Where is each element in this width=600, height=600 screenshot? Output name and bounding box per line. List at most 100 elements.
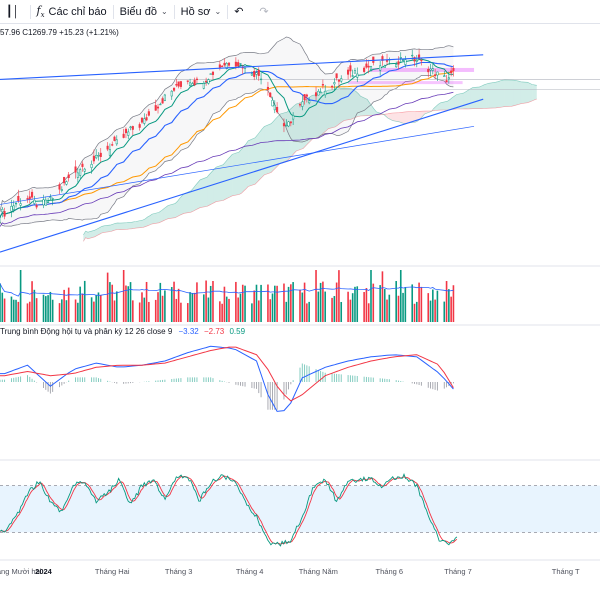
trend-line-mid [0, 125, 475, 205]
candle-body [177, 81, 180, 87]
candles-button[interactable]: ┃│ [0, 0, 30, 24]
cloud-segment [213, 167, 217, 203]
volume-bar [159, 282, 162, 322]
candle-body [402, 59, 405, 61]
profile-menu-button[interactable]: Hồ sơ ⌄ [175, 0, 228, 24]
volume-bar [452, 285, 455, 322]
volume-bar [177, 288, 180, 322]
cloud-segment [243, 143, 246, 192]
candle-body [161, 98, 164, 104]
cloud-segment [452, 96, 455, 110]
candle-body [140, 117, 144, 123]
candle-body [221, 65, 224, 68]
volume-ma-line [0, 283, 454, 297]
cloud-segment [449, 97, 453, 110]
cloud-segment [399, 112, 402, 123]
volume-bar [81, 293, 84, 322]
profile-label: Hồ sơ [180, 5, 211, 18]
volume-bar [429, 300, 432, 322]
cloud-segment [296, 101, 304, 151]
volume-bar [420, 286, 423, 322]
volume-bar [365, 288, 368, 322]
x-axis-tick-label: Tháng Năm [299, 567, 338, 576]
cloud-segment [97, 227, 100, 236]
cloud-segment [133, 221, 137, 229]
volume-bar [306, 303, 308, 322]
cloud-segment [516, 80, 519, 106]
volume-bar [244, 285, 246, 322]
candle-body [31, 191, 34, 198]
volume-bar [308, 301, 310, 322]
cloud-span-b [83, 98, 537, 242]
candle-body [42, 199, 45, 206]
cloud-segment [101, 225, 104, 233]
chevron-down-icon: ⌄ [214, 7, 222, 16]
volume-bar [386, 299, 388, 322]
candle-body [138, 124, 141, 128]
volume-bar [111, 284, 114, 322]
candle-body [447, 77, 450, 80]
cloud-segment [87, 230, 95, 239]
macd-value: −3.32 [179, 327, 200, 336]
macd-pane [0, 345, 454, 412]
cloud-segment [152, 212, 159, 224]
cloud-segment [113, 223, 116, 231]
x-axis-tick-label: Tháng Hai [95, 567, 130, 576]
price-pane [0, 36, 600, 253]
cloud-segment [440, 101, 448, 111]
volume-bar [42, 294, 45, 322]
cloud-segment [438, 102, 441, 111]
volume-bar [413, 303, 416, 322]
volume-bar [411, 284, 414, 322]
candle-body [257, 69, 260, 76]
cloud-segment [390, 113, 393, 121]
candle-body [17, 196, 20, 202]
chart-label: Biểu đồ [119, 5, 157, 18]
cloud-segment [255, 135, 258, 185]
cloud-segment [147, 215, 150, 226]
candle-body [0, 216, 2, 218]
cloud-segment [190, 188, 194, 213]
volume-bar [354, 286, 356, 322]
cloud-segment [406, 111, 409, 124]
cloud-segment [319, 93, 322, 137]
candle-body [223, 62, 226, 66]
volume-bar [381, 271, 384, 322]
candle-body [106, 145, 109, 150]
volume-bar [154, 299, 157, 322]
candle-body [289, 121, 292, 124]
cloud-segment [424, 110, 432, 114]
volume-bar [379, 285, 381, 322]
volume-bar [31, 281, 33, 322]
volume-pane [0, 270, 455, 322]
undo-button[interactable]: ↶ [228, 0, 253, 24]
cloud-segment [179, 196, 182, 216]
cloud-segment [211, 169, 214, 205]
cloud-segment [264, 123, 272, 175]
candle-body [301, 101, 304, 107]
volume-bar [436, 290, 439, 322]
candle-body [209, 73, 212, 75]
candle-body [207, 79, 210, 84]
candle-body [383, 65, 386, 68]
cloud-segment [227, 156, 230, 199]
volume-bar [292, 282, 294, 322]
volume-bar [97, 292, 100, 322]
volume-bar [274, 285, 276, 322]
redo-button[interactable]: ↷ [253, 0, 278, 24]
macd-legend-name: Trung bình Động hội tụ và phân kỳ 12 26 … [0, 327, 173, 336]
candle-body [356, 73, 359, 78]
chart-menu-button[interactable]: Biểu đồ ⌄ [114, 0, 174, 24]
cloud-segment [225, 159, 228, 200]
volume-bar [239, 293, 242, 322]
top-toolbar: ┃│ fx Các chỉ báo Biểu đồ ⌄ Hồ sơ ⌄ ↶ ↷ [0, 0, 600, 24]
volume-bar [99, 295, 102, 322]
cloud-segment [385, 113, 388, 119]
indicators-button[interactable]: fx Các chỉ báo [31, 0, 113, 24]
candle-body [202, 83, 205, 89]
cloud-segment [248, 137, 256, 187]
cloud-span-a [83, 79, 537, 236]
candle-body [353, 70, 357, 74]
volume-bar [448, 289, 450, 322]
